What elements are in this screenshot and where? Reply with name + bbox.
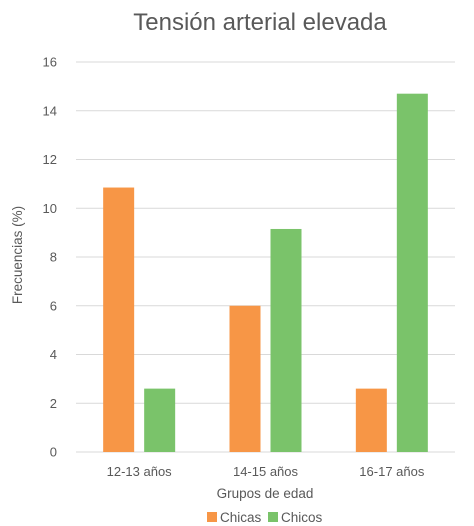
y-tick-label: 10 [43,201,57,216]
bar-chicos-0 [144,388,176,452]
legend-swatch-chicos [268,512,278,522]
bar-chicas-0 [103,187,135,452]
y-tick-label: 2 [50,396,57,411]
y-tick-label: 6 [50,298,57,313]
gridlines [76,61,455,453]
legend-swatch-chicas [207,512,217,522]
legend-label-chicas: Chicas [220,510,262,525]
chart-title: Tensión arterial elevada [133,9,387,36]
y-tick-label: 0 [50,445,57,460]
y-tick-label: 16 [43,55,57,70]
bar-chicas-2 [355,388,387,452]
bars [103,93,428,452]
bar-chicos-2 [396,93,428,452]
y-tick-label: 4 [50,347,57,362]
y-axis-label: Frecuencias (%) [10,206,25,304]
x-axis-ticks: 12-13 años 14-15 años 16-17 años [107,464,425,479]
legend: Chicas Chicos [207,510,323,525]
bar-chicas-1 [229,305,261,452]
bar-chicos-1 [270,228,302,452]
legend-label-chicos: Chicos [281,510,323,525]
x-axis-label: Grupos de edad [217,486,314,501]
y-tick-label: 12 [43,152,57,167]
y-axis-ticks: 0 2 4 6 8 10 12 14 16 [43,55,57,460]
x-tick-label: 12-13 años [107,464,173,479]
y-tick-label: 14 [43,103,57,118]
x-tick-label: 14-15 años [233,464,299,479]
x-tick-label: 16-17 años [359,464,425,479]
y-tick-label: 8 [50,250,57,265]
